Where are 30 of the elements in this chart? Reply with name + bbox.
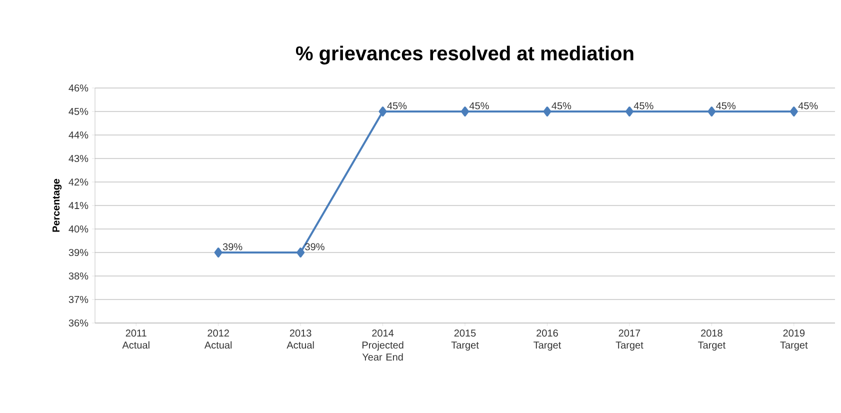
x-tick-label: 2013 Actual — [286, 330, 314, 349]
data-label: 45% — [552, 102, 572, 110]
chart-title: % grievances resolved at mediation — [296, 46, 634, 64]
y-tick-label: 36% — [68, 319, 88, 327]
y-tick-label: 46% — [68, 84, 88, 92]
x-tick-label: 2014 Projected Year End — [362, 330, 404, 361]
data-label: 45% — [469, 102, 489, 110]
data-label: 45% — [634, 102, 654, 110]
y-tick-label: 43% — [68, 154, 88, 162]
x-tick-label: 2016 Target — [534, 330, 562, 351]
y-axis-title: Percentage — [52, 178, 62, 232]
data-label: 39% — [305, 243, 324, 250]
x-tick-label: 2018 Target — [698, 330, 726, 351]
y-tick-label: 44% — [68, 131, 88, 139]
x-tick-label: 2015 Target — [451, 330, 479, 351]
y-tick-label: 37% — [68, 296, 88, 304]
x-tick-label: 2017 Target — [616, 330, 644, 351]
x-tick-label: 2012 Actual — [204, 330, 232, 349]
y-tick-label: 45% — [68, 108, 88, 116]
data-label: 45% — [798, 102, 818, 110]
x-tick-label: 2011 Actual — [122, 330, 150, 349]
y-tick-label: 39% — [68, 248, 88, 256]
x-tick-label: 2019 Target — [780, 330, 808, 351]
data-label: 39% — [222, 243, 242, 250]
y-tick-label: 42% — [68, 178, 88, 186]
data-label: 45% — [387, 102, 407, 110]
y-tick-label: 40% — [68, 225, 88, 233]
data-label: 45% — [716, 102, 736, 110]
y-tick-label: 41% — [68, 202, 88, 210]
y-tick-label: 38% — [68, 272, 88, 280]
